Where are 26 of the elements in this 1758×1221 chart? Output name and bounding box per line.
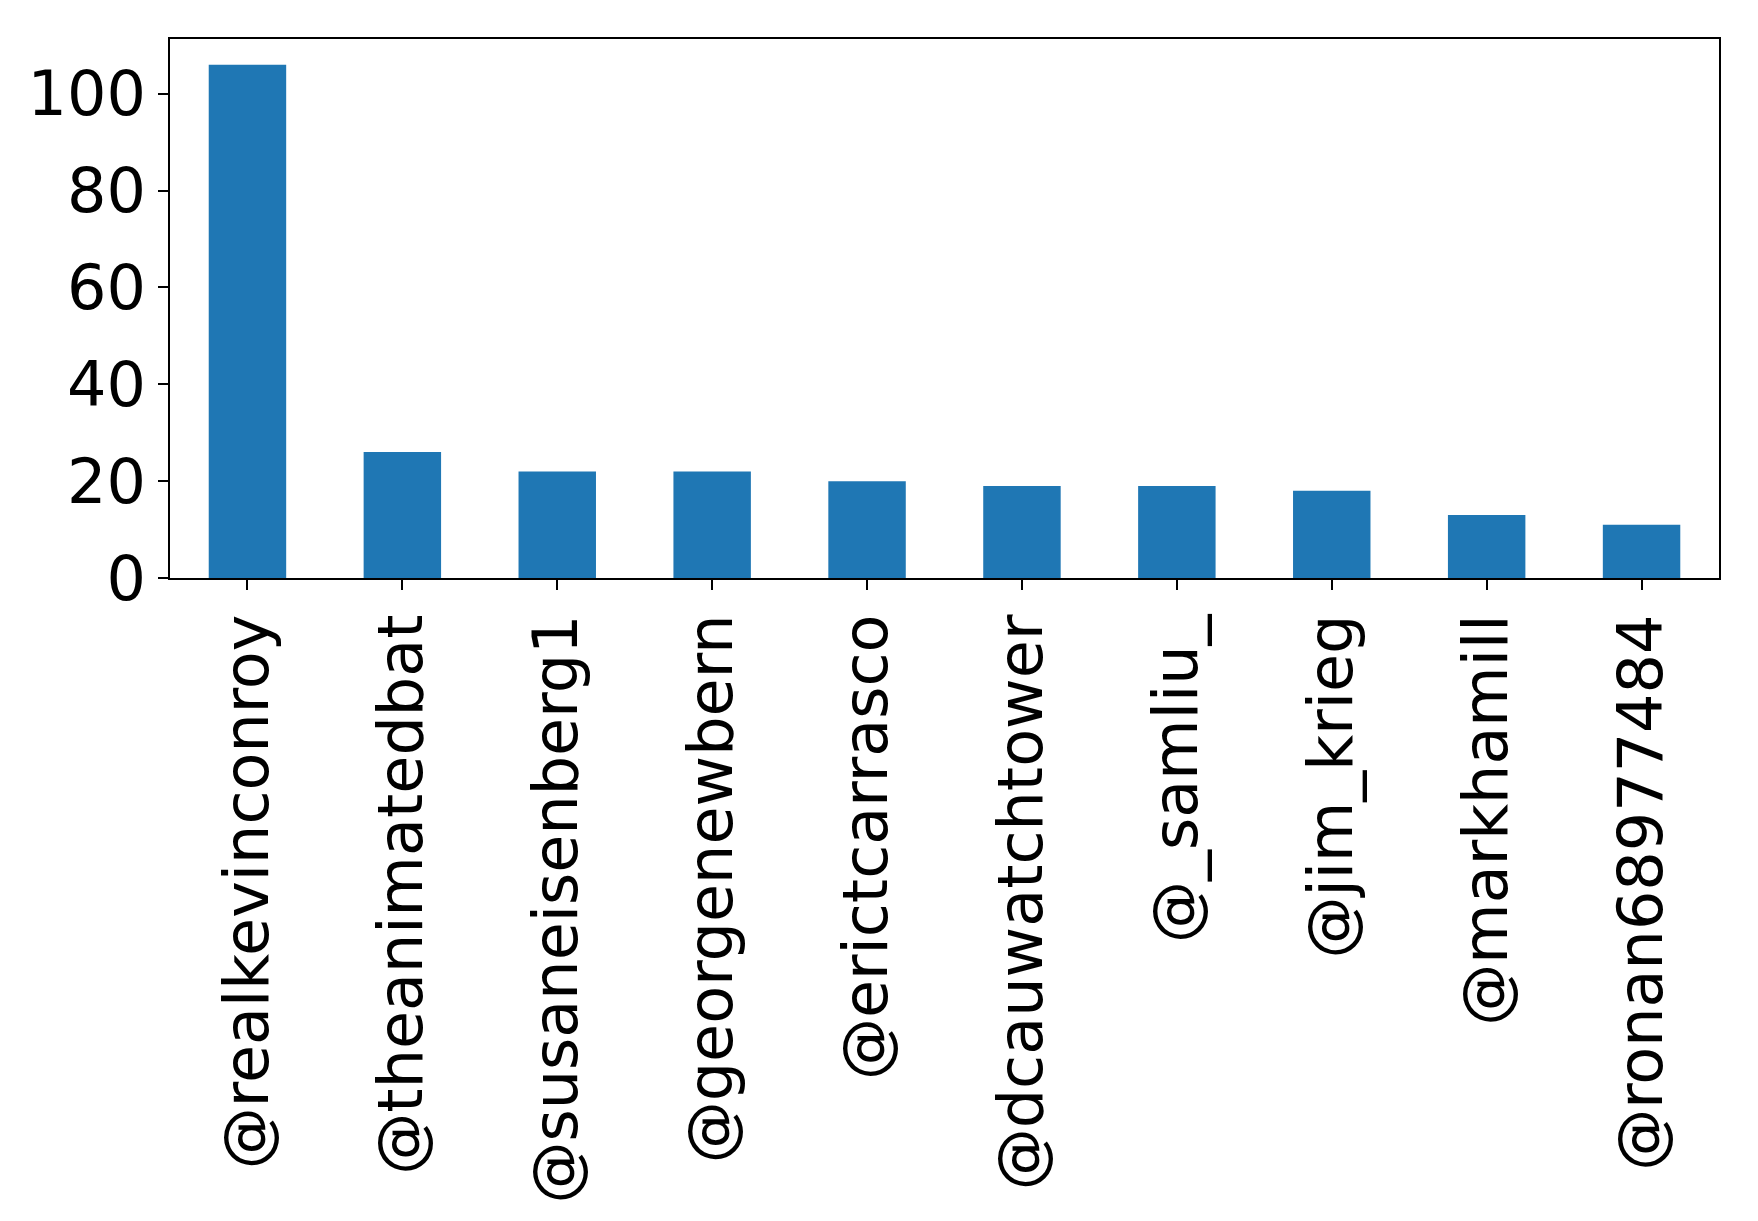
x-tick-label: @jim_krieg: [1293, 614, 1367, 959]
x-tick-label: @realkevinconroy: [209, 614, 283, 1170]
x-tick-label: @theanimatedbat: [364, 614, 438, 1175]
x-tick-label: @erictcarrasco: [829, 614, 903, 1081]
bar: [1447, 515, 1526, 578]
bar: [1293, 490, 1371, 578]
bar: [673, 471, 751, 578]
x-tick-label: @dcauwatchtower: [984, 614, 1058, 1191]
x-tick-label: @ronan68977484: [1603, 614, 1677, 1171]
bar: [208, 64, 287, 578]
y-tick-label: 40: [66, 347, 146, 421]
y-tick-label: 60: [66, 251, 146, 325]
bar: [983, 485, 1061, 578]
y-tick-label: 20: [66, 444, 146, 518]
x-tick-label: @_samliu_: [1139, 613, 1212, 943]
x-tick-label: @susaneisenberg1: [519, 614, 593, 1204]
bar: [363, 452, 442, 578]
bar: [1138, 485, 1216, 578]
y-tick-label: 0: [106, 541, 146, 615]
x-tick-label: @markhamill: [1448, 614, 1522, 1026]
bar: [518, 471, 596, 578]
y-tick-label: 100: [27, 57, 146, 131]
bar: [828, 481, 906, 578]
y-tick-label: 80: [66, 154, 146, 228]
x-tick-label: @georgenewbern: [674, 614, 748, 1164]
bar: [1602, 524, 1681, 578]
